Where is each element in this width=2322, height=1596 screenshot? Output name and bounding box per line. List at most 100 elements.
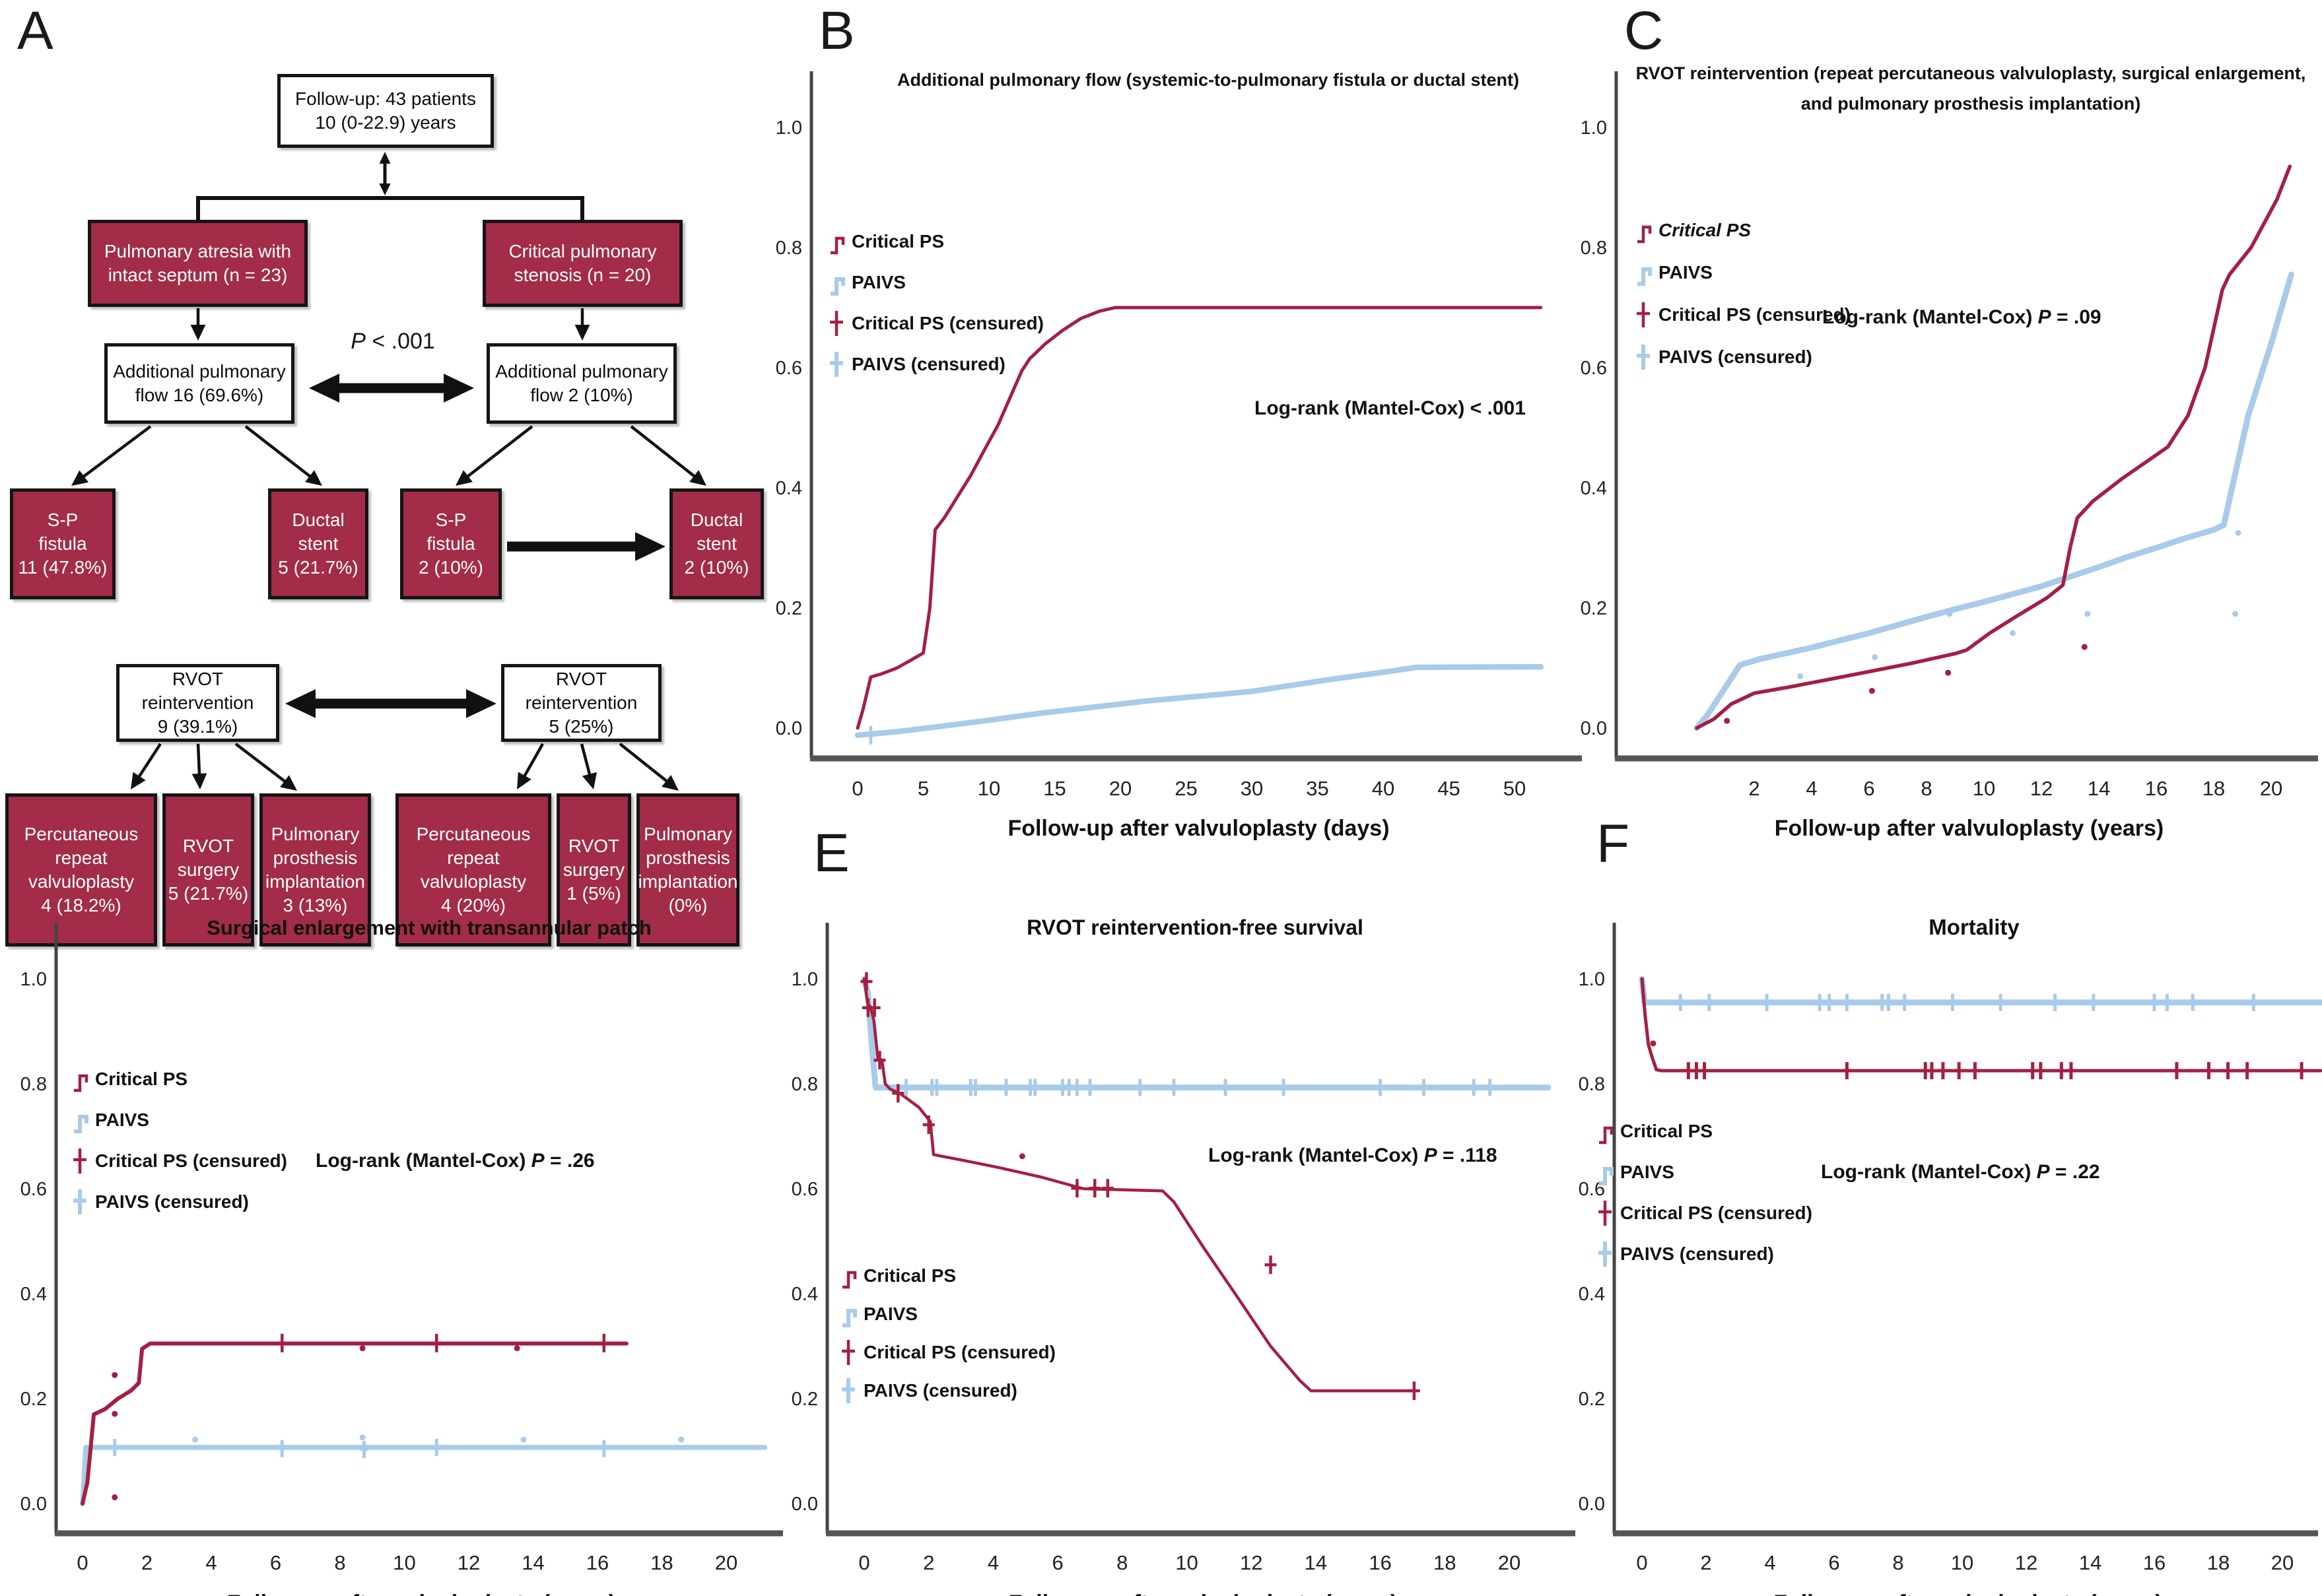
series-critical-ps [862,977,1416,1393]
censor-mark [2232,611,2239,617]
legend-label: PAIVS [95,1110,149,1130]
y-tick-label: 1.0 [792,969,818,990]
y-tick-label: 1.0 [20,969,47,990]
censor-mark [678,1436,685,1443]
x-tick-label: 6 [1052,1551,1063,1574]
x-tick-label: 50 [1503,777,1526,800]
y-tick-label: 0.4 [776,478,802,499]
x-tick-label: 6 [270,1551,281,1574]
censor-mark [514,1345,520,1352]
x-tick-label: 4 [988,1551,999,1574]
y-tick-label: 0.2 [776,598,802,619]
chart-title: RVOT reintervention (repeat percutaneous… [1636,63,2306,83]
y-tick-label: 0.0 [1581,718,1607,739]
y-tick-label: 0.6 [20,1179,47,1200]
censor-mark [2235,529,2241,536]
x-tick-label: 16 [2145,777,2168,800]
censor-mark [112,1411,118,1417]
censor-mark [1945,669,1952,676]
series-paivs [861,976,1552,1091]
legend-label: PAIVS [1658,262,1713,283]
flow-node-cps: Critical pulmonary stenosis (n = 20) [483,220,683,307]
x-tick-label: 10 [978,777,1000,800]
log-rank-p-label: Log-rank (Mantel-Cox) P = .118 [1208,1145,1497,1166]
legend-label: PAIVS (censured) [1658,347,1812,367]
x-tick-label: 20 [1498,1551,1520,1574]
x-tick-label: 0 [858,1551,870,1574]
legend-step-icon [74,1115,88,1133]
x-tick-label: 5 [918,777,929,800]
censor-mark [1868,688,1875,694]
x-tick-label: 8 [1892,1551,1903,1574]
x-tick-label: 8 [334,1551,345,1574]
flow-node-ds_l: Ductal stent 5 (21.7%) [268,488,368,599]
x-tick-label: 18 [1433,1551,1456,1574]
y-tick-label: 0.4 [1581,478,1607,499]
censor-mark [520,1436,527,1443]
legend-label: PAIVS (censured) [1620,1244,1774,1264]
x-tick-label: 0 [852,777,863,800]
x-tick-label: 2 [1700,1551,1711,1574]
x-tick-label: 18 [650,1551,673,1574]
legend-step-icon [831,236,845,255]
flow-node-ds_r: Ductal stent 2 (10%) [669,488,764,599]
censor-mark [1724,717,1730,724]
legend-label: Critical PS [852,231,944,251]
x-tick-label: 0 [1636,1551,1647,1574]
y-tick-label: 0.2 [792,1389,818,1410]
flow-node-followup: Follow-up: 43 patients 10 (0-22.9) years [277,74,494,148]
y-tick-label: 0.6 [792,1179,818,1200]
censor-mark [359,1434,366,1441]
x-axis-label: Follow-up after valvuloplasty (years) [1775,816,2164,841]
km-chart-reintervention-free-survival: RVOT reintervention-free survival 0.0 0.2 0… [792,915,1575,1596]
chart-title: and pulmonary prosthesis implantation) [1801,94,2141,114]
y-tick-label: 0.8 [776,238,802,259]
x-tick-label: 4 [1806,777,1817,800]
x-tick-label: 14 [2088,777,2110,800]
y-tick-label: 1.0 [776,117,802,139]
flowchart-p-value: P < .001 [310,329,475,354]
censor-mark [112,1372,118,1378]
log-rank-p-label: Log-rank (Mantel-Cox) P = .22 [1821,1161,2100,1183]
km-chart-rvot-reintervention: RVOT reintervention (repeat percutaneous… [1581,63,2318,841]
km-chart-surgical-enlargement: Surgical enlargement with transannular p… [20,916,783,1596]
x-tick-label: 2 [141,1551,153,1574]
y-tick-label: 0.0 [776,718,802,739]
legend-label: Critical PS (censured) [1620,1203,1812,1223]
series-critical-ps [81,1341,629,1506]
series-critical-ps [856,306,1543,730]
x-tick-label: 45 [1437,777,1460,800]
legend-label: PAIVS (censured) [95,1191,249,1212]
flow-node-pa: Pulmonary atresia with intact septum (n … [88,220,308,307]
x-tick-label: 10 [393,1551,415,1574]
x-tick-label: 10 [1951,1551,1973,1574]
panel-letter-f: F [1596,814,1630,874]
legend-step-icon [842,1271,857,1289]
legend-label: PAIVS [864,1304,918,1324]
flow-node-rs_r: RVOT surgery 1 (5%) [557,793,631,947]
legend-step-icon [831,277,845,296]
x-tick-label: 6 [1828,1551,1839,1574]
x-tick-label: 40 [1372,777,1394,800]
flow-node-prv_l: Percutaneous repeat valvuloplasty 4 (18.… [5,793,157,947]
x-tick-label: 15 [1043,777,1066,800]
x-tick-label: 20 [2271,1551,2294,1574]
x-tick-label: 18 [2207,1551,2230,1574]
flowchart-arrows [71,152,706,791]
chart-title: Additional pulmonary flow (systemic-to-p… [897,70,1519,90]
censor-mark [192,1436,199,1443]
flow-node-prv_r: Percutaneous repeat valvuloplasty 4 (20%… [395,793,551,947]
x-tick-label: 12 [2030,777,2053,800]
legend-label: Critical PS [95,1069,188,1089]
x-tick-label: 14 [1305,1551,1327,1574]
legend-label: PAIVS [1620,1162,1674,1182]
series-paivs [1639,976,2322,1006]
x-tick-label: 10 [1973,777,1995,800]
censor-mark [1872,654,1878,661]
censor-mark [112,1494,118,1500]
censor-mark [2081,644,2088,650]
y-tick-label: 1.0 [1581,117,1607,139]
x-tick-label: 20 [1109,777,1132,800]
